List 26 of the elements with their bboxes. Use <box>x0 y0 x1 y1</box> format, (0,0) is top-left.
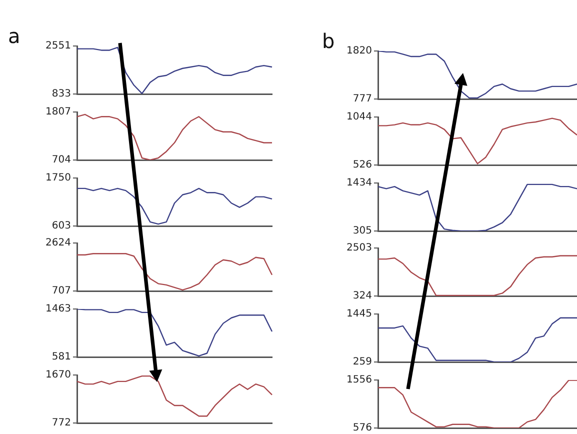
y-tick-label: 1556 <box>346 374 372 386</box>
y-tick-label: 833 <box>52 88 71 100</box>
y-tick-label: 1670 <box>46 370 71 381</box>
y-tick-label: 581 <box>52 352 71 363</box>
y-tick-label: 1445 <box>346 308 372 320</box>
y-tick-label: 1463 <box>46 304 71 315</box>
y-tick-label: 1807 <box>46 106 71 118</box>
y-tick-label: 2624 <box>46 238 71 249</box>
y-tick-label: 1044 <box>346 111 372 122</box>
y-tick-label: 704 <box>52 154 71 166</box>
y-tick-label: 777 <box>352 94 372 105</box>
y-tick-label: 1750 <box>46 172 71 184</box>
y-tick-label: 2503 <box>346 242 372 254</box>
chart-title: a <box>8 24 20 48</box>
y-tick-label: 1434 <box>346 177 372 188</box>
y-tick-label: 2551 <box>46 40 71 52</box>
y-tick-label: 576 <box>352 422 372 434</box>
y-tick-label: 305 <box>352 225 372 236</box>
y-tick-label: 526 <box>352 159 372 170</box>
y-tick-label: 603 <box>52 220 71 232</box>
y-tick-label: 259 <box>352 356 372 368</box>
y-tick-label: 1820 <box>346 46 372 57</box>
y-tick-label: 772 <box>52 418 71 429</box>
chart-title: b <box>322 29 335 53</box>
y-tick-label: 707 <box>52 286 71 297</box>
y-tick-label: 324 <box>352 290 372 302</box>
